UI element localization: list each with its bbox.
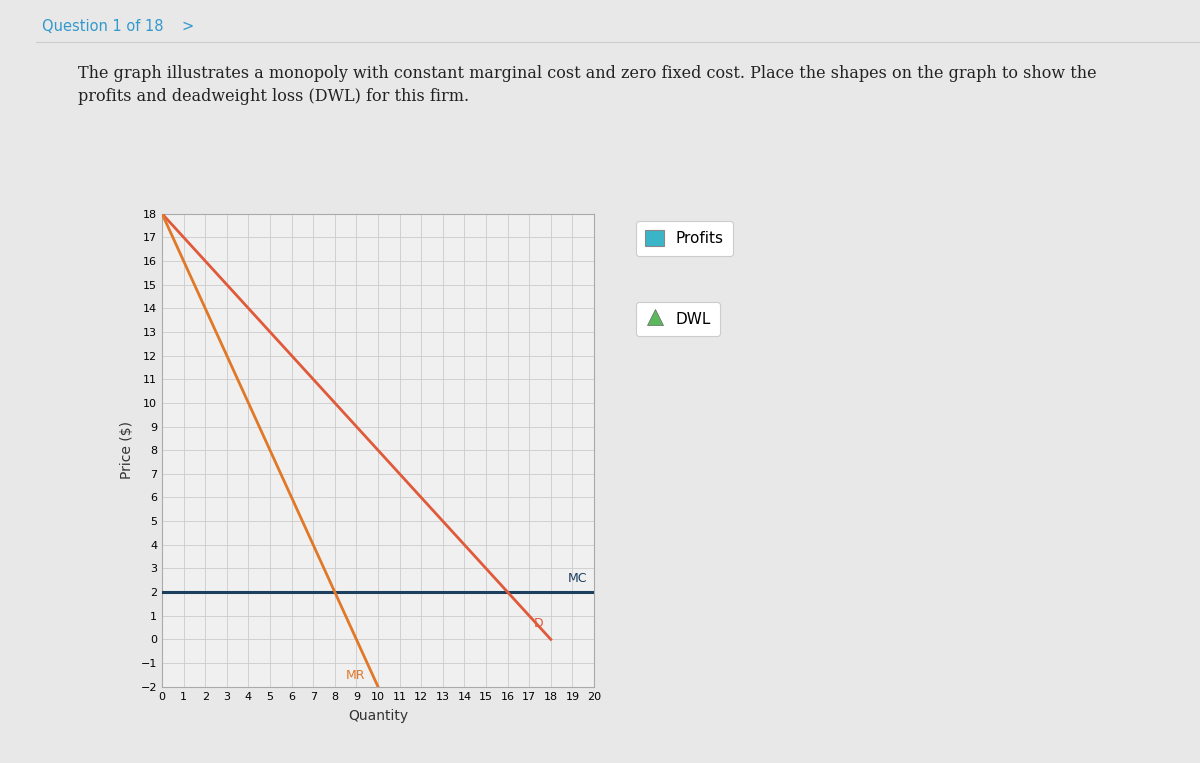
- Text: The graph illustrates a monopoly with constant marginal cost and zero fixed cost: The graph illustrates a monopoly with co…: [78, 65, 1097, 82]
- Text: D: D: [534, 617, 544, 630]
- Text: MC: MC: [568, 572, 588, 585]
- Text: profits and deadweight loss (DWL) for this firm.: profits and deadweight loss (DWL) for th…: [78, 88, 469, 105]
- X-axis label: Quantity: Quantity: [348, 709, 408, 723]
- Text: Question 1 of 18    >: Question 1 of 18 >: [42, 19, 194, 34]
- Y-axis label: Price ($): Price ($): [120, 421, 133, 479]
- Text: MR: MR: [346, 669, 365, 682]
- Legend: DWL: DWL: [636, 301, 720, 336]
